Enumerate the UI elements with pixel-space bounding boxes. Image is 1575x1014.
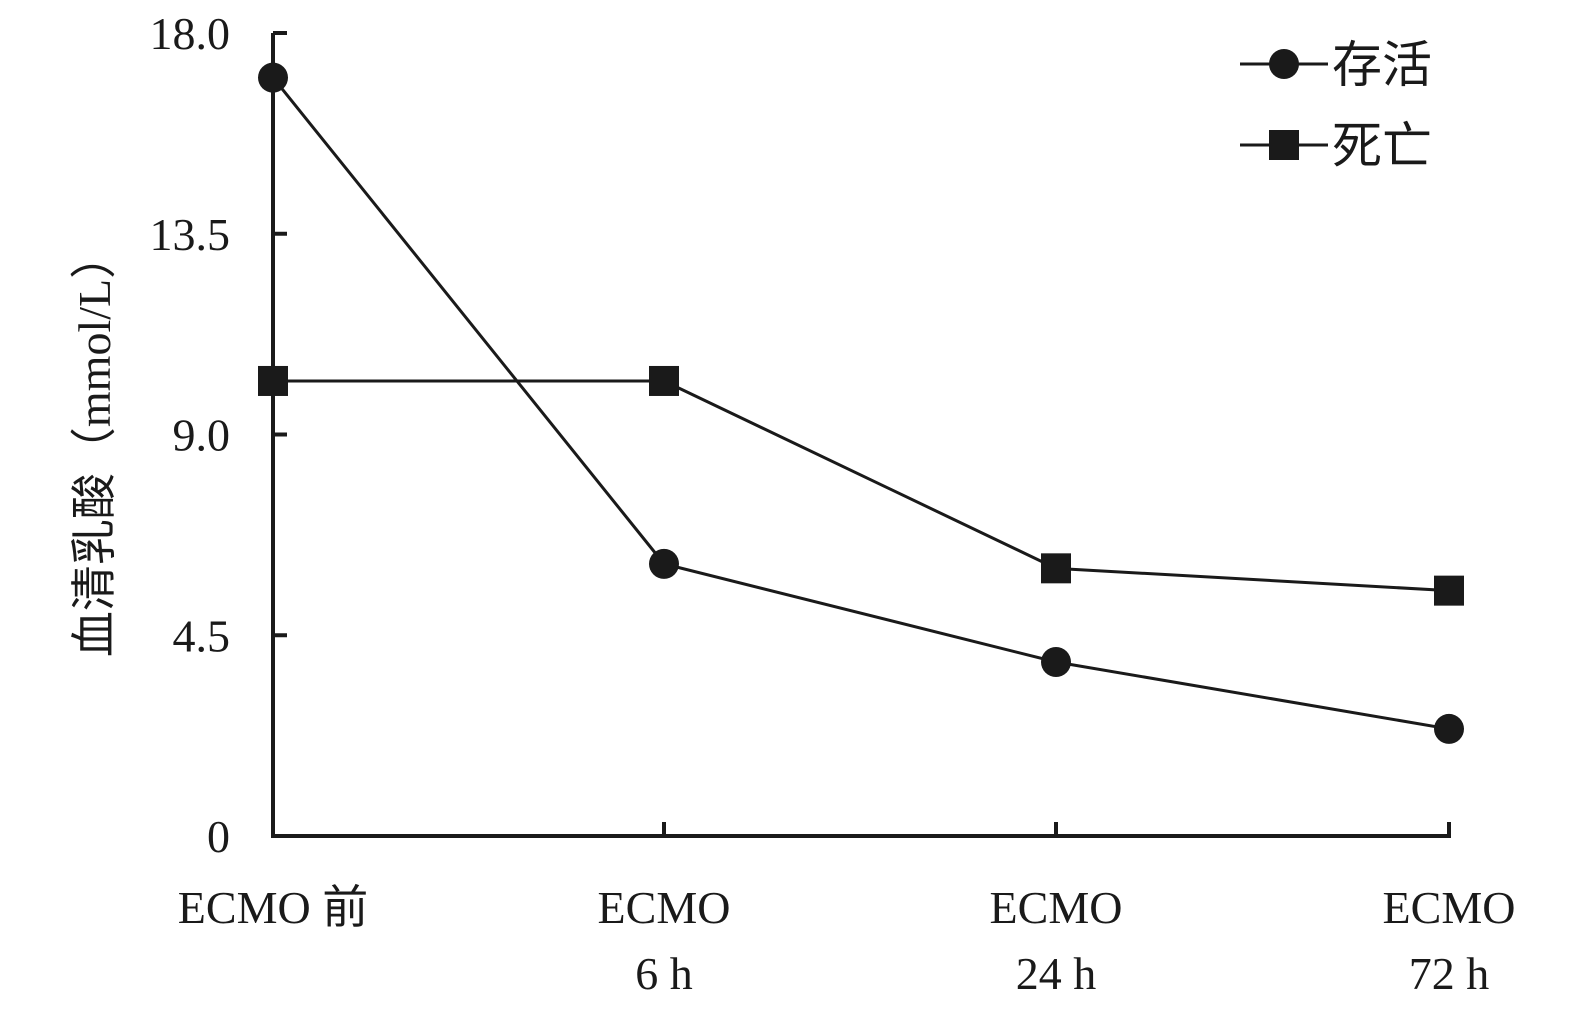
data-point	[258, 62, 288, 93]
x-tick-label-line: ECMO	[1383, 882, 1516, 933]
y-tick-label: 0	[207, 811, 230, 862]
data-point	[1434, 575, 1464, 606]
data-point	[1434, 713, 1464, 744]
x-ticks: ECMO 前 ECMO 6 h ECMO 24 h ECMO 72 h	[178, 822, 1516, 999]
x-tick-label-line: ECMO	[990, 882, 1123, 933]
data-point	[649, 548, 679, 579]
series-line	[271, 76, 1450, 731]
x-tick-label-line: 24 h	[1016, 948, 1097, 999]
data-point	[1041, 647, 1071, 678]
y-tick-label: 4.5	[173, 610, 231, 661]
y-axis-label: 血清乳酸（mmol/L）	[69, 233, 120, 657]
legend-item: 死亡	[1240, 118, 1432, 174]
series-1	[258, 62, 1464, 744]
x-tick-label-line: ECMO 前	[178, 882, 368, 933]
y-tick-label: 9.0	[173, 410, 231, 461]
x-tick-label: ECMO 24 h	[990, 882, 1123, 999]
series-line	[273, 379, 1450, 593]
y-ticks: 0 4.5 9.0 13.5 18.0	[150, 8, 287, 862]
x-tick-label-line: 72 h	[1409, 948, 1490, 999]
x-tick-label-line: ECMO	[598, 882, 731, 933]
series-layer	[258, 62, 1464, 744]
legend-label: 死亡	[1332, 118, 1432, 174]
y-tick-label: 13.5	[150, 209, 231, 260]
series-2	[258, 365, 1464, 606]
data-point	[649, 365, 679, 396]
x-tick-label: ECMO 6 h	[598, 882, 731, 999]
x-tick-label: ECMO 前	[178, 882, 368, 933]
data-point	[1041, 553, 1071, 584]
legend-label: 存活	[1332, 37, 1432, 93]
legend-marker	[1269, 130, 1299, 160]
x-tick-label: ECMO 72 h	[1383, 882, 1516, 999]
legend-marker	[1269, 49, 1299, 79]
data-point	[258, 365, 288, 396]
x-tick-label-line: 6 h	[635, 948, 693, 999]
legend-item: 存活	[1240, 37, 1432, 93]
y-tick-label: 18.0	[150, 8, 231, 59]
